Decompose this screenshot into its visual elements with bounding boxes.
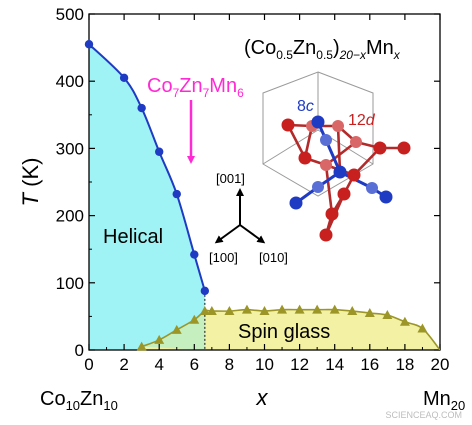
y-axis-title-var: T <box>18 191 43 206</box>
y-tick-label: 400 <box>56 72 84 91</box>
y-tick-label: 100 <box>56 274 84 293</box>
x-axis-title: x <box>256 385 269 410</box>
spin-glass-data-point <box>224 306 235 316</box>
spin-glass-data-point <box>199 306 210 316</box>
spin-glass-region <box>141 309 440 350</box>
x-tick-label: 12 <box>290 355 309 374</box>
x-tick-label: 8 <box>225 355 234 374</box>
spin-glass-data-point <box>206 306 217 316</box>
x-end-left-label: Co10Zn10 <box>40 388 118 413</box>
tc-data-point <box>172 189 181 199</box>
spin-glass-data-point <box>241 304 252 314</box>
overlap-region <box>141 311 205 350</box>
spin-glass-data-point <box>189 314 200 324</box>
helical-region <box>89 44 205 350</box>
spin-glass-data-point <box>171 324 182 334</box>
y-tick-label: 0 <box>75 341 84 360</box>
helical-phase-label: Helical <box>103 226 163 248</box>
x-tick-label: 18 <box>395 355 414 374</box>
spin-glass-data-point <box>329 304 340 314</box>
spin-glass-data-point <box>277 304 288 314</box>
composition-marker-label: Co7Zn7Mn6 <box>147 75 244 100</box>
site-8c-label: 8c <box>297 98 314 115</box>
direction-001-label: [001] <box>216 171 245 186</box>
tc-data-point <box>137 103 146 113</box>
spin-glass-data-point <box>154 334 165 344</box>
x-tick-label: 6 <box>190 355 199 374</box>
watermark: SCIENCEAQ.COM <box>385 410 462 420</box>
x-tick-label: 20 <box>431 355 450 374</box>
direction-010-arrow <box>239 224 266 244</box>
spin-glass-data-point <box>259 306 270 316</box>
atoms-12d <box>281 118 411 242</box>
crystal-structure-inset: 8c 12d <box>262 71 411 242</box>
spin-glass-data-point <box>312 304 323 314</box>
tc-data-point <box>119 73 129 83</box>
site-12d-label: 12d <box>348 112 376 129</box>
spin-glass-data-point <box>364 308 375 318</box>
x-tick-label: 0 <box>84 355 93 374</box>
direction-100-label: [100] <box>209 250 238 265</box>
x-tick-label: 14 <box>325 355 344 374</box>
spin-glass-data-point <box>382 310 393 320</box>
spin-glass-data-point <box>136 341 147 351</box>
spin-glass-data-point <box>294 304 305 314</box>
spin-glass-data-point <box>417 323 428 333</box>
tc-data-point <box>155 147 164 156</box>
spin-glass-data-point <box>399 316 410 326</box>
x-tick-label: 4 <box>154 355 163 374</box>
formula-title: (Co0.5Zn0.5)20−xMnx <box>244 37 401 62</box>
y-tick-label: 300 <box>56 139 84 158</box>
direction-100-arrow <box>214 224 241 244</box>
phase-regions <box>89 44 440 350</box>
x-end-right-label: Mn20 <box>423 388 465 413</box>
atoms-8c <box>289 115 393 210</box>
series-marks <box>84 40 428 351</box>
direction-010-label: [010] <box>259 250 288 265</box>
spin-glass-data-point <box>347 306 358 316</box>
y-axis-title: T (K) <box>18 158 43 207</box>
tc-data-point <box>84 40 94 49</box>
tc-data-point <box>190 250 199 259</box>
tc-data-point <box>200 286 210 296</box>
direction-axes: [001] [100] [010] <box>209 171 288 265</box>
y-tick-label: 500 <box>56 5 84 24</box>
x-tick-label: 10 <box>255 355 274 374</box>
y-tick-label: 200 <box>56 207 84 226</box>
x-tick-label: 2 <box>119 355 128 374</box>
spin-glass-phase-label: Spin glass <box>238 321 330 343</box>
y-axis-title-unit: (K) <box>18 158 43 193</box>
x-tick-label: 16 <box>360 355 379 374</box>
